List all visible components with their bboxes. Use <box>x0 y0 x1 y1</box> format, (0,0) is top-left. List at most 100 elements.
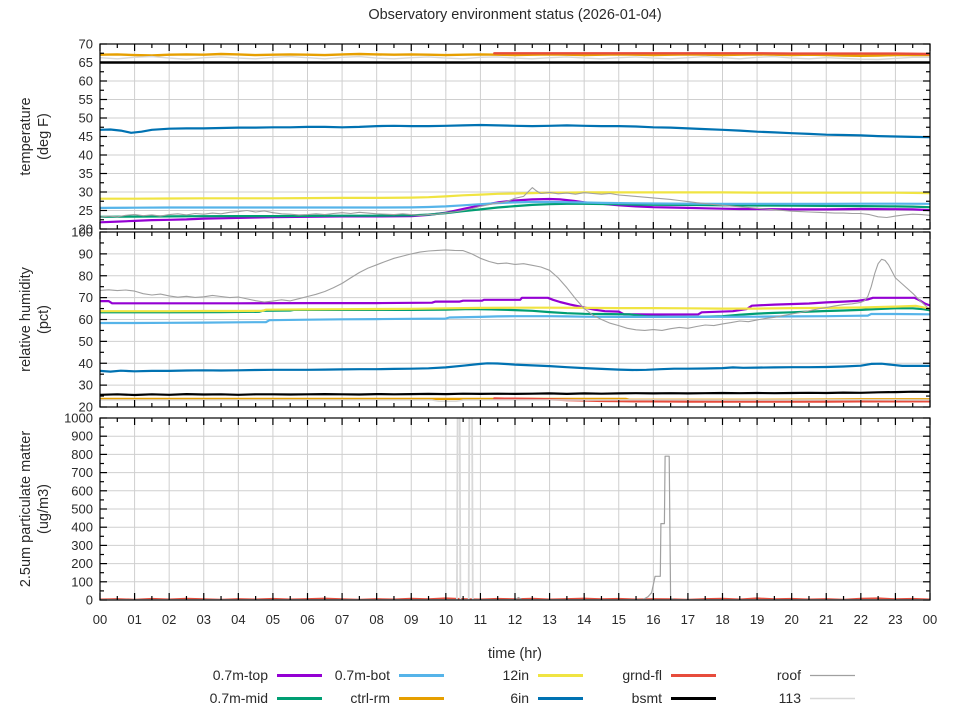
x-tick-label: 06 <box>300 612 314 627</box>
y-tick-label: 700 <box>71 465 93 480</box>
series-humidity-12in <box>100 304 930 313</box>
y-tick-label: 100 <box>71 225 93 240</box>
y-tick-label: 70 <box>79 290 93 305</box>
y-tick-label: 0 <box>86 593 93 608</box>
legend-item-113: 113 <box>779 690 855 706</box>
legend-label: ctrl-rm <box>350 690 390 706</box>
y-tick-label: 800 <box>71 447 93 462</box>
series-temperature-0.7m-top <box>100 197 930 224</box>
x-tick-label: 11 <box>474 612 488 627</box>
chart-title: Observatory environment status (2026-01-… <box>368 7 661 23</box>
y-axis-label-humidity: relative humidity <box>18 266 34 372</box>
legend-item-ctrl-rm: ctrl-rm <box>350 690 444 706</box>
legend-item-0.7m-mid: 0.7m-mid <box>210 690 322 706</box>
x-tick-label: 10 <box>439 612 453 627</box>
legend-item-6in: 6in <box>510 690 583 706</box>
y-axis-unit-particulate: (ug/m3) <box>36 484 52 534</box>
y-tick-label: 600 <box>71 483 93 498</box>
x-tick-label: 16 <box>646 612 660 627</box>
x-tick-labels: 00 01 02 03 04 05 06 07 08 09 10 11 12 13 14 15 16 17 18 19… <box>93 612 937 627</box>
legend-label: 0.7m-top <box>213 667 268 683</box>
x-tick-label: 14 <box>577 612 591 627</box>
y-axis-unit-temperature: (deg F) <box>36 113 52 160</box>
y-tick-label: 20 <box>79 400 93 415</box>
legend-label: 0.7m-mid <box>210 690 268 706</box>
legend-item-0.7m-bot: 0.7m-bot <box>335 667 444 683</box>
y-tick-label: 900 <box>71 429 93 444</box>
x-tick-label: 05 <box>266 612 280 627</box>
legend-label: 6in <box>510 690 529 706</box>
x-tick-label: 00 <box>923 612 937 627</box>
x-tick-label: 00 <box>93 612 107 627</box>
y-tick-label: 20 <box>79 222 93 237</box>
x-tick-label: 17 <box>681 612 695 627</box>
x-axis-label: time (hr) <box>488 646 542 662</box>
y-tick-label: 55 <box>79 92 93 107</box>
y-tick-label: 100 <box>71 574 93 589</box>
y-tick-label: 65 <box>79 55 93 70</box>
x-tick-label: 23 <box>888 612 902 627</box>
y-tick-label: 30 <box>79 185 93 200</box>
x-tick-label: 22 <box>854 612 868 627</box>
x-tick-label: 15 <box>612 612 626 627</box>
x-tick-label: 03 <box>197 612 211 627</box>
series-temperature-0.7m-mid <box>100 202 930 218</box>
legend-item-12in: 12in <box>503 667 583 683</box>
series-temperature-grnd-fl <box>493 52 930 56</box>
legend-label: bsmt <box>632 690 662 706</box>
y-tick-label: 80 <box>79 268 93 283</box>
x-tick-label: 08 <box>369 612 383 627</box>
series-temperature-6in <box>100 123 930 139</box>
series-humidity-roof <box>100 249 930 331</box>
y-axis-unit-humidity: (pct) <box>36 305 52 334</box>
panel-humidity: 20 30 40 50 60 70 80 90 100 <box>71 225 931 415</box>
x-tick-label: 12 <box>508 612 522 627</box>
legend-item-roof: roof <box>777 667 855 683</box>
legend-item-grnd-fl: grnd-fl <box>622 667 716 683</box>
chart-legend: 0.7m-top 0.7m-mid 0.7m-bot ctrl-rm 12in 6in gr… <box>210 667 855 706</box>
series-humidity-0.7m-bot <box>100 312 930 325</box>
x-tick-label: 19 <box>750 612 764 627</box>
y-tick-label: 300 <box>71 538 93 553</box>
series-temperature-0.7m-bot <box>100 200 930 209</box>
legend-label: 12in <box>503 667 529 683</box>
y-tick-label: 90 <box>79 246 93 261</box>
y-tick-label: 60 <box>79 312 93 327</box>
x-tick-label: 02 <box>162 612 176 627</box>
y-tick-label: 30 <box>79 378 93 393</box>
y-tick-label: 70 <box>79 37 93 52</box>
series-temperature-ctrl-rm <box>100 52 930 57</box>
y-tick-label: 45 <box>79 129 93 144</box>
legend-label: 0.7m-bot <box>335 667 390 683</box>
x-tick-label: 09 <box>404 612 418 627</box>
y-tick-label: 1000 <box>64 411 93 426</box>
panel-area: 20 25 30 35 40 45 50 55 60 65 70 20 30 40 50 60 70 80 90 10… <box>64 37 931 608</box>
legend-label: roof <box>777 667 801 683</box>
y-tick-label: 40 <box>79 148 93 163</box>
series-temperature-113 <box>100 55 930 61</box>
x-tick-label: 21 <box>819 612 833 627</box>
y-tick-label: 60 <box>79 74 93 89</box>
y-tick-label: 35 <box>79 166 93 181</box>
legend-label: grnd-fl <box>622 667 662 683</box>
x-tick-label: 07 <box>335 612 349 627</box>
series-humidity-bsmt <box>100 390 930 397</box>
legend-item-bsmt: bsmt <box>632 690 716 706</box>
panel-particulate: 0 100 200 300 400 500 600 700 800 900 1000 <box>64 411 931 608</box>
y-tick-label: 200 <box>71 556 93 571</box>
y-axis-label-temperature: temperature <box>18 97 34 175</box>
y-axis-label-particulate: 2.5um particulate matter <box>18 431 34 588</box>
x-tick-label: 18 <box>715 612 729 627</box>
x-tick-label: 04 <box>231 612 245 627</box>
legend-item-0.7m-top: 0.7m-top <box>213 667 322 683</box>
series-temperature-roof <box>100 187 930 219</box>
x-tick-label: 20 <box>784 612 798 627</box>
series-humidity-0.7m-top <box>100 296 930 316</box>
series-humidity-6in <box>100 362 930 373</box>
series-temperature-12in <box>100 191 930 200</box>
legend-label: 113 <box>779 690 802 706</box>
y-tick-label: 40 <box>79 356 93 371</box>
y-tick-label: 500 <box>71 502 93 517</box>
